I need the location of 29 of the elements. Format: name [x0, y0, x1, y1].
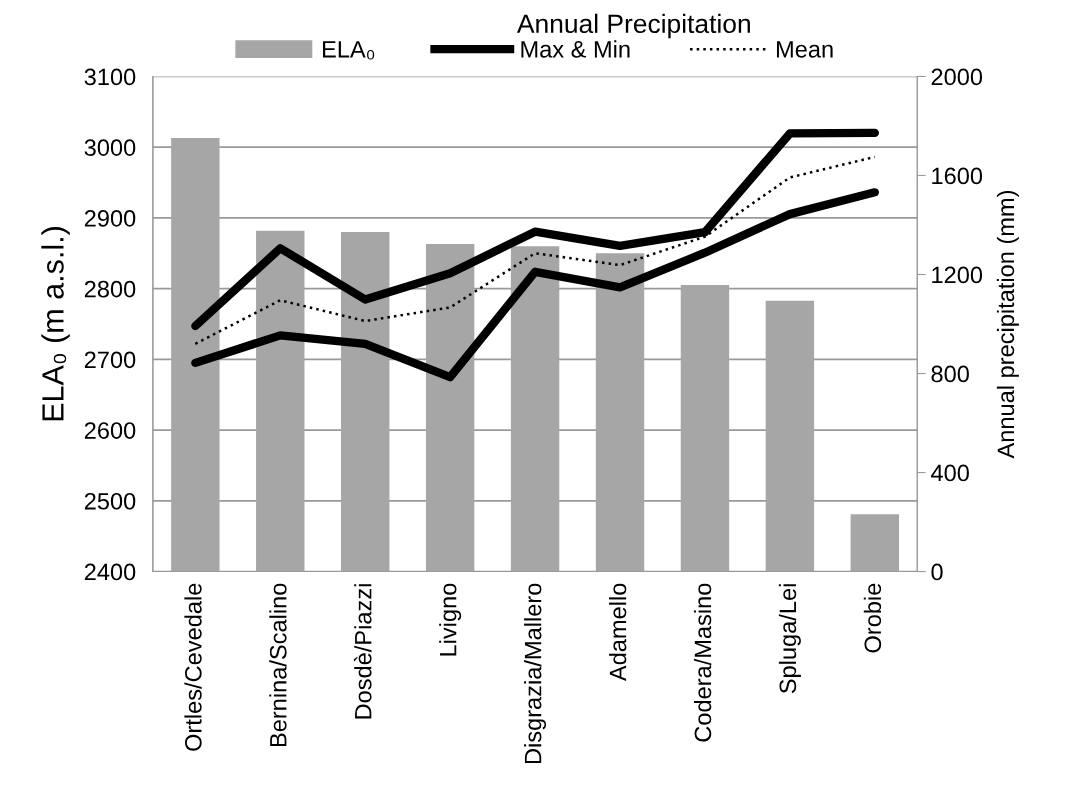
y-tick-label: 2400: [84, 563, 136, 581]
y2-tick-label: 800: [931, 365, 969, 383]
x-tick-label: Codera/Masino: [693, 583, 712, 742]
y2-axis-title: Annual precipitation (mm): [996, 190, 1019, 459]
x-tick-label: Orobie: [863, 583, 882, 653]
y-axis-title: ELA₀ (m a.s.l.): [41, 227, 70, 421]
y2-tick-label: 400: [931, 464, 969, 482]
y2-tick-label: 1200: [932, 266, 983, 284]
y-tick-label: 2600: [84, 422, 136, 439]
x-tick-label: Adamello: [609, 583, 627, 682]
y-tick-label: 2500: [84, 492, 136, 510]
y2-tick-label: 0: [931, 563, 943, 581]
x-tick-label: Spluga/Lei: [778, 584, 801, 694]
y-tick-label: 3000: [84, 139, 136, 156]
legend-label: ELA₀: [322, 41, 375, 60]
y-tick-label: 2700: [84, 351, 136, 369]
legend-label: Mean: [776, 41, 833, 58]
legend-title: Annual Precipitation: [516, 13, 750, 39]
x-tick-label: Livigno: [439, 583, 462, 656]
x-tick-label: Ortles/Cevedale: [184, 583, 202, 751]
x-tick-label: Dosdè/Piazzi: [353, 584, 372, 719]
y-tick-label: 2800: [84, 280, 136, 298]
y2-tick-label: 1600: [932, 167, 983, 185]
x-tick-label: Bernina/Scalino: [269, 583, 287, 747]
y-tick-label: 2900: [84, 209, 136, 227]
legend-label: Max & Min: [521, 40, 630, 58]
y2-tick-label: 2000: [931, 68, 983, 86]
y-tick-label: 3100: [84, 68, 136, 86]
x-tick-label: Disgrazia/Mallero: [524, 583, 547, 764]
